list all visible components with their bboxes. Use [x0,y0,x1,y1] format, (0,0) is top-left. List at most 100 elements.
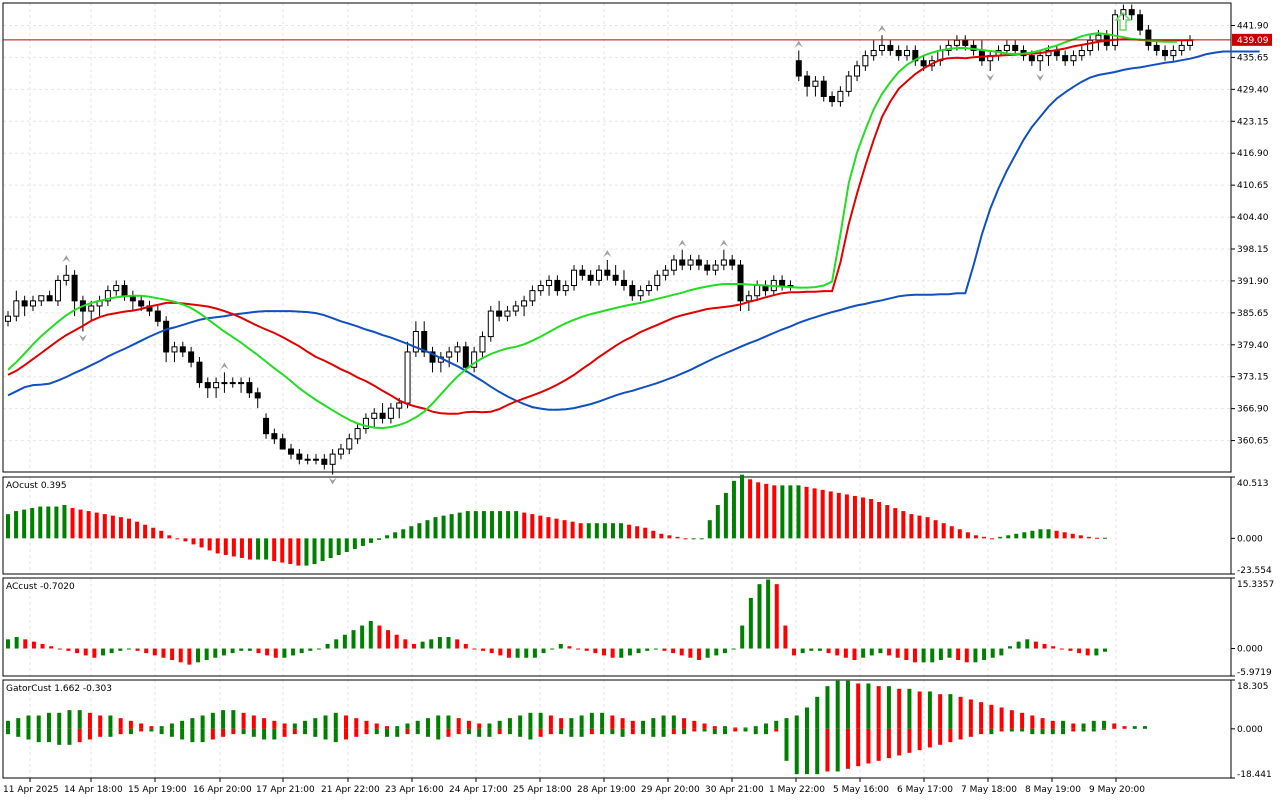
gator-upper-bar [948,694,953,729]
histogram-bar [515,648,520,658]
histogram-bar [441,515,446,539]
gator-upper-bar [292,723,297,729]
gator-upper-bar [886,686,891,729]
y-tick-label: -5.9719 [1237,668,1272,678]
gator-upper-bar [1132,726,1137,729]
histogram-bar [772,485,777,539]
histogram-bar [584,648,589,651]
candle-body [862,55,869,67]
candle-body [279,438,286,450]
gator-upper-bar [477,723,482,729]
y-tick-label: 398.15 [1237,245,1269,255]
gator-upper-bar [1030,715,1035,729]
histogram-bar [273,648,278,658]
panel-frame [2,2,1232,473]
histogram-bar [514,511,519,539]
gator-upper-bar [589,712,594,729]
histogram-bar [118,648,123,651]
histogram-bar [869,498,874,539]
gator-panel[interactable] [6,680,1147,775]
gator-lower-bar [374,728,379,735]
candle-body [113,285,120,292]
histogram-bar [1103,648,1107,652]
histogram-bar [368,538,373,543]
gator-lower-bar [528,728,533,740]
price-panel[interactable]: 439.09 [3,4,1272,485]
histogram-bar [1038,529,1043,539]
candle-body [562,285,569,292]
ao-panel[interactable] [6,474,1107,566]
gator-upper-bar [733,727,738,729]
candle-body [63,274,70,281]
gator-upper-bar [682,718,687,729]
x-tick-label: 11 Apr 2025 [3,785,59,795]
fractal-up-mark [62,255,71,263]
gator-lower-bar [968,728,973,737]
gator-upper-bar [395,726,400,729]
histogram-bar [820,489,825,539]
histogram-bar [593,648,598,654]
gator-upper-bar [1050,720,1055,729]
gator-upper-bar [661,715,666,729]
histogram-bar [895,648,900,658]
gator-lower-bar [804,728,809,775]
x-tick-label: 25 Apr 18:00 [513,785,572,795]
histogram-bar [1068,648,1073,651]
histogram-bar [852,648,857,661]
histogram-bar [530,514,535,539]
y-tick-label: 0.000 [1237,534,1263,544]
gator-lower-bar [784,728,789,761]
histogram-bar [175,538,180,540]
fractal-up-mark [719,239,728,247]
histogram-bar [126,648,131,650]
gator-upper-bar [108,715,113,729]
gator-lower-bar [723,728,728,735]
fractal-down-mark [78,334,87,342]
histogram-bar [152,648,157,656]
histogram-bar [316,648,321,650]
candle-body [903,50,910,57]
gator-upper-bar [241,712,246,729]
gator-lower-bar [466,728,471,735]
histogram-bar [344,538,349,552]
histogram-bar [83,648,88,656]
histogram-bar [912,648,917,663]
gator-lower-bar [610,728,615,735]
gator-upper-bar [579,715,584,729]
gator-lower-bar [1050,728,1055,735]
gator-upper-bar [200,715,205,729]
histogram-bar [403,639,408,649]
candle-body [1012,44,1019,52]
histogram-bar [49,646,54,649]
candle-body [637,290,644,297]
gator-upper-bar [159,726,164,729]
candle-body [362,417,369,430]
histogram-bar [207,538,212,551]
gator-lower-bar [405,728,410,735]
histogram-bar [1085,648,1090,656]
gator-upper-bar [118,718,123,729]
histogram-bar [973,648,978,663]
gator-lower-bar [221,728,226,737]
ac-panel[interactable] [6,579,1107,665]
histogram-bar [933,520,938,539]
histogram-bar [697,648,702,661]
y-tick-label: 410.65 [1237,181,1269,191]
y-tick-label: 15.3357 [1237,580,1274,590]
histogram-bar [86,511,91,539]
histogram-bar [223,538,228,555]
gator-lower-bar [948,728,953,743]
histogram-bar [31,641,36,649]
gator-lower-bar [395,728,400,737]
gator-upper-bar [1071,723,1076,729]
histogram-bar [161,648,166,658]
gator-upper-bar [1143,726,1147,729]
gator-lower-bar [856,728,861,767]
histogram-bar [714,648,719,656]
histogram-bar [118,517,123,539]
gator-lower-bar [917,728,922,751]
fractal-up-mark [678,239,687,247]
histogram-bar [409,526,414,539]
